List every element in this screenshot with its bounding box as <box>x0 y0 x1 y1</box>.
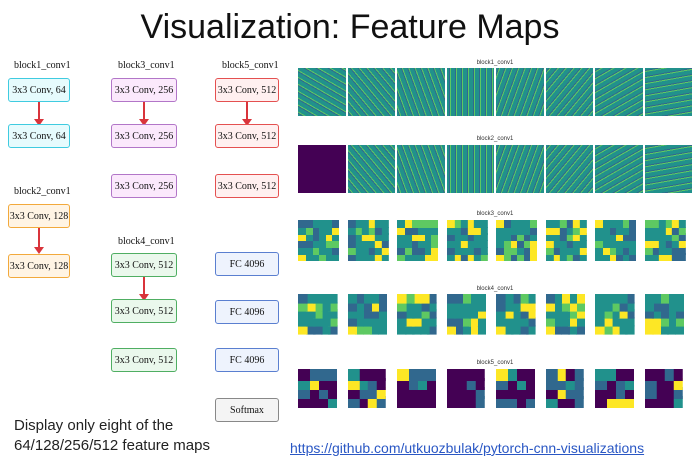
block2-conv-box-1: 3x3 Conv, 128 <box>8 204 70 228</box>
feature-map-tile <box>545 369 593 417</box>
block1-label: block1_conv1 <box>14 60 71 71</box>
arrow <box>139 102 149 126</box>
feature-map-tile <box>397 369 445 417</box>
feature-map-tile <box>298 68 346 116</box>
feature-map-tile <box>298 294 346 342</box>
feature-map-row-1 <box>298 68 692 116</box>
feature-map-tile <box>298 220 346 268</box>
feature-map-row-4 <box>298 294 692 342</box>
arrow <box>34 228 44 254</box>
block5-conv-box-2: 3x3 Conv, 512 <box>215 124 279 148</box>
feature-map-tile <box>397 68 445 116</box>
feature-map-tile <box>446 220 494 268</box>
feature-map-tile <box>595 369 643 417</box>
slide-title: Visualization: Feature Maps <box>140 8 560 46</box>
feature-map-tile <box>347 145 395 193</box>
feature-map-tile <box>496 145 544 193</box>
feature-map-tile <box>496 294 544 342</box>
feature-map-tile <box>446 369 494 417</box>
block4-label: block4_conv1 <box>118 236 175 247</box>
feature-map-tile <box>298 369 346 417</box>
feature-map-tile <box>446 68 494 116</box>
feature-map-tile <box>347 294 395 342</box>
feature-map-tile <box>446 294 494 342</box>
feature-map-tile <box>595 145 643 193</box>
feature-map-label-3: block3_conv1 <box>476 211 514 217</box>
block1-conv-box-1: 3x3 Conv, 64 <box>8 78 70 102</box>
feature-map-tile <box>644 294 692 342</box>
feature-map-tile <box>595 294 643 342</box>
feature-map-tile <box>545 294 593 342</box>
block5-conv-box-1: 3x3 Conv, 512 <box>215 78 279 102</box>
feature-map-tile <box>496 369 544 417</box>
block4-conv-box-1: 3x3 Conv, 512 <box>111 253 177 277</box>
block5-conv-box-3: 3x3 Conv, 512 <box>215 174 279 198</box>
fc-box-1: FC 4096 <box>215 252 279 276</box>
feature-map-tile <box>545 68 593 116</box>
fc-box-3: FC 4096 <box>215 348 279 372</box>
feature-map-tile <box>644 369 692 417</box>
block4-conv-box-3: 3x3 Conv, 512 <box>111 348 177 372</box>
feature-map-tile <box>496 220 544 268</box>
feature-map-tile <box>347 369 395 417</box>
feature-map-tile <box>644 220 692 268</box>
feature-map-tile <box>545 145 593 193</box>
feature-map-tile <box>644 145 692 193</box>
arrow <box>34 102 44 126</box>
fc-box-2: FC 4096 <box>215 300 279 324</box>
feature-map-tile <box>595 68 643 116</box>
feature-map-tile <box>446 145 494 193</box>
block3-conv-box-3: 3x3 Conv, 256 <box>111 174 177 198</box>
block2-label: block2_conv1 <box>14 186 71 197</box>
softmax-box: Softmax <box>215 398 279 422</box>
feature-map-tile <box>347 68 395 116</box>
block3-conv-box-1: 3x3 Conv, 256 <box>111 78 177 102</box>
github-link[interactable]: https://github.com/utkuozbulak/pytorch-c… <box>290 440 645 456</box>
arrow <box>139 277 149 301</box>
feature-map-tile <box>545 220 593 268</box>
block2-conv-box-2: 3x3 Conv, 128 <box>8 254 70 278</box>
feature-map-tile <box>644 68 692 116</box>
arrow <box>242 102 252 126</box>
feature-map-row-2 <box>298 145 692 193</box>
note-line-2: 64/128/256/512 feature maps <box>14 437 210 454</box>
feature-map-tile <box>298 145 346 193</box>
block3-label: block3_conv1 <box>118 60 175 71</box>
block3-conv-box-2: 3x3 Conv, 256 <box>111 124 177 148</box>
feature-map-tile <box>397 145 445 193</box>
block5-label: block5_conv1 <box>222 60 279 71</box>
feature-map-tile <box>397 220 445 268</box>
feature-map-row-5 <box>298 369 692 417</box>
feature-map-tile <box>397 294 445 342</box>
feature-map-label-1: block1_conv1 <box>476 60 514 66</box>
block1-conv-box-2: 3x3 Conv, 64 <box>8 124 70 148</box>
feature-map-row-3 <box>298 220 692 268</box>
feature-map-label-5: block5_conv1 <box>476 360 514 366</box>
feature-map-label-4: block4_conv1 <box>476 286 514 292</box>
feature-map-label-2: block2_conv1 <box>476 136 514 142</box>
feature-map-tile <box>595 220 643 268</box>
feature-map-tile <box>347 220 395 268</box>
note-line-1: Display only eight of the <box>14 417 174 434</box>
block4-conv-box-2: 3x3 Conv, 512 <box>111 299 177 323</box>
feature-map-tile <box>496 68 544 116</box>
